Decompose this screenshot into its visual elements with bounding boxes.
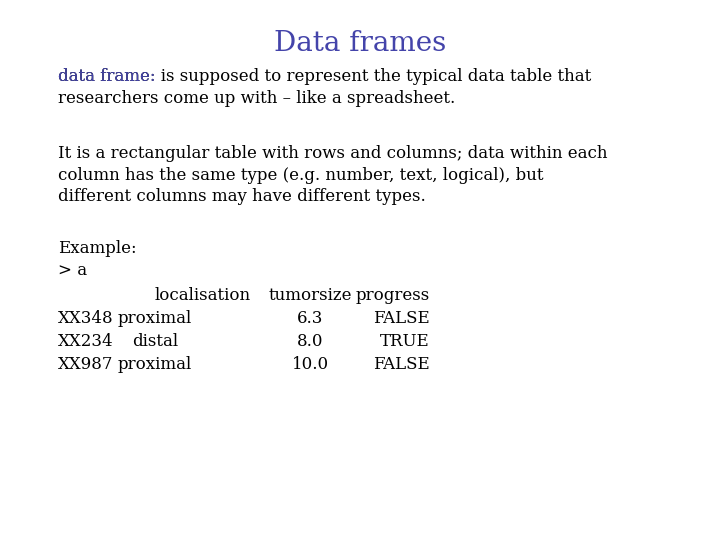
Text: tumorsize: tumorsize <box>269 287 352 304</box>
Text: data frame:: data frame: <box>58 68 156 85</box>
Text: FALSE: FALSE <box>373 356 430 373</box>
Text: Data frames: Data frames <box>274 30 446 57</box>
Text: proximal: proximal <box>118 356 192 373</box>
Text: progress: progress <box>356 287 430 304</box>
Text: XX234: XX234 <box>58 333 114 350</box>
Text: XX348: XX348 <box>58 310 114 327</box>
Text: localisation: localisation <box>155 287 251 304</box>
Text: Example:: Example: <box>58 240 137 257</box>
Text: 10.0: 10.0 <box>292 356 328 373</box>
Text: > a: > a <box>58 262 87 279</box>
Text: XX987: XX987 <box>58 356 114 373</box>
Text: FALSE: FALSE <box>373 310 430 327</box>
Text: proximal: proximal <box>118 310 192 327</box>
Text: 6.3: 6.3 <box>297 310 323 327</box>
Text: data frame: is supposed to represent the typical data table that
researchers com: data frame: is supposed to represent the… <box>58 68 591 106</box>
Text: TRUE: TRUE <box>380 333 430 350</box>
Text: It is a rectangular table with rows and columns; data within each
column has the: It is a rectangular table with rows and … <box>58 145 608 205</box>
Text: distal: distal <box>132 333 178 350</box>
Text: 8.0: 8.0 <box>297 333 323 350</box>
